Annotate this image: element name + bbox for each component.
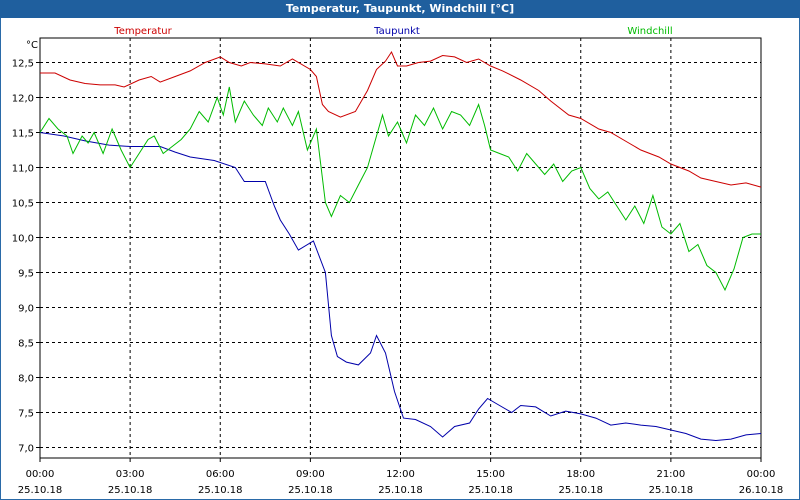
y-tick-label: 12,5 <box>12 59 34 70</box>
grid-lines <box>40 38 761 458</box>
y-tick-label: 9,5 <box>18 269 34 280</box>
y-tick-label: 8,0 <box>18 374 34 385</box>
x-tick-date: 25.10.18 <box>649 485 694 496</box>
x-tick-time: 06:00 <box>206 469 235 480</box>
y-tick-label: 7,0 <box>18 444 34 455</box>
x-tick-time: 15:00 <box>476 469 505 480</box>
y-tick-label: 7,5 <box>18 409 34 420</box>
x-tick-date: 25.10.18 <box>198 485 243 496</box>
x-tick-date: 26.10.18 <box>739 485 784 496</box>
series-lines <box>39 50 762 442</box>
x-tick-time: 00:00 <box>747 469 776 480</box>
x-tick-time: 09:00 <box>296 469 325 480</box>
series-line-taupunkt <box>39 132 762 442</box>
x-tick-date: 25.10.18 <box>288 485 333 496</box>
y-tick-label: 10,5 <box>12 199 34 210</box>
x-tick-date: 25.10.18 <box>108 485 153 496</box>
y-tick-label: 9,0 <box>18 304 34 315</box>
x-tick-time: 00:00 <box>26 469 55 480</box>
x-tick-date: 25.10.18 <box>378 485 423 496</box>
y-tick-label: 11,5 <box>12 129 34 140</box>
y-tick-label: 10,0 <box>12 234 34 245</box>
legend-item-taupunkt: Taupunkt <box>373 26 420 37</box>
y-tick-label: 12,0 <box>12 94 34 105</box>
y-axis-label: °C <box>26 40 38 51</box>
x-tick-date: 25.10.18 <box>468 485 513 496</box>
x-tick-date: 25.10.18 <box>18 485 63 496</box>
y-axis-ticks: 12,5 12,0 11,5 11,0 10,5 10,0 9,5 9,0 8,5 8,0 7,5 7… <box>12 59 40 455</box>
legend-item-windchill: Windchill <box>627 26 672 37</box>
x-tick-date: 25.10.18 <box>558 485 603 496</box>
x-tick-time: 12:00 <box>386 469 415 480</box>
x-tick-time: 18:00 <box>566 469 595 480</box>
series-line-temperatur <box>40 50 762 188</box>
y-tick-label: 11,0 <box>12 164 34 175</box>
x-axis-ticks: 00:00 25.10.18 03:00 25.10.18 06:00 25.10.18 0… <box>18 458 784 496</box>
legend: Temperatur Taupunkt Windchill <box>113 26 672 37</box>
x-tick-time: 21:00 <box>656 469 685 480</box>
legend-item-temperatur: Temperatur <box>113 26 172 37</box>
y-tick-label: 8,5 <box>18 339 34 350</box>
chart-title: Temperatur, Taupunkt, Windchill [°C] <box>0 0 800 18</box>
x-tick-time: 03:00 <box>116 469 145 480</box>
series-line-windchill <box>39 86 761 292</box>
